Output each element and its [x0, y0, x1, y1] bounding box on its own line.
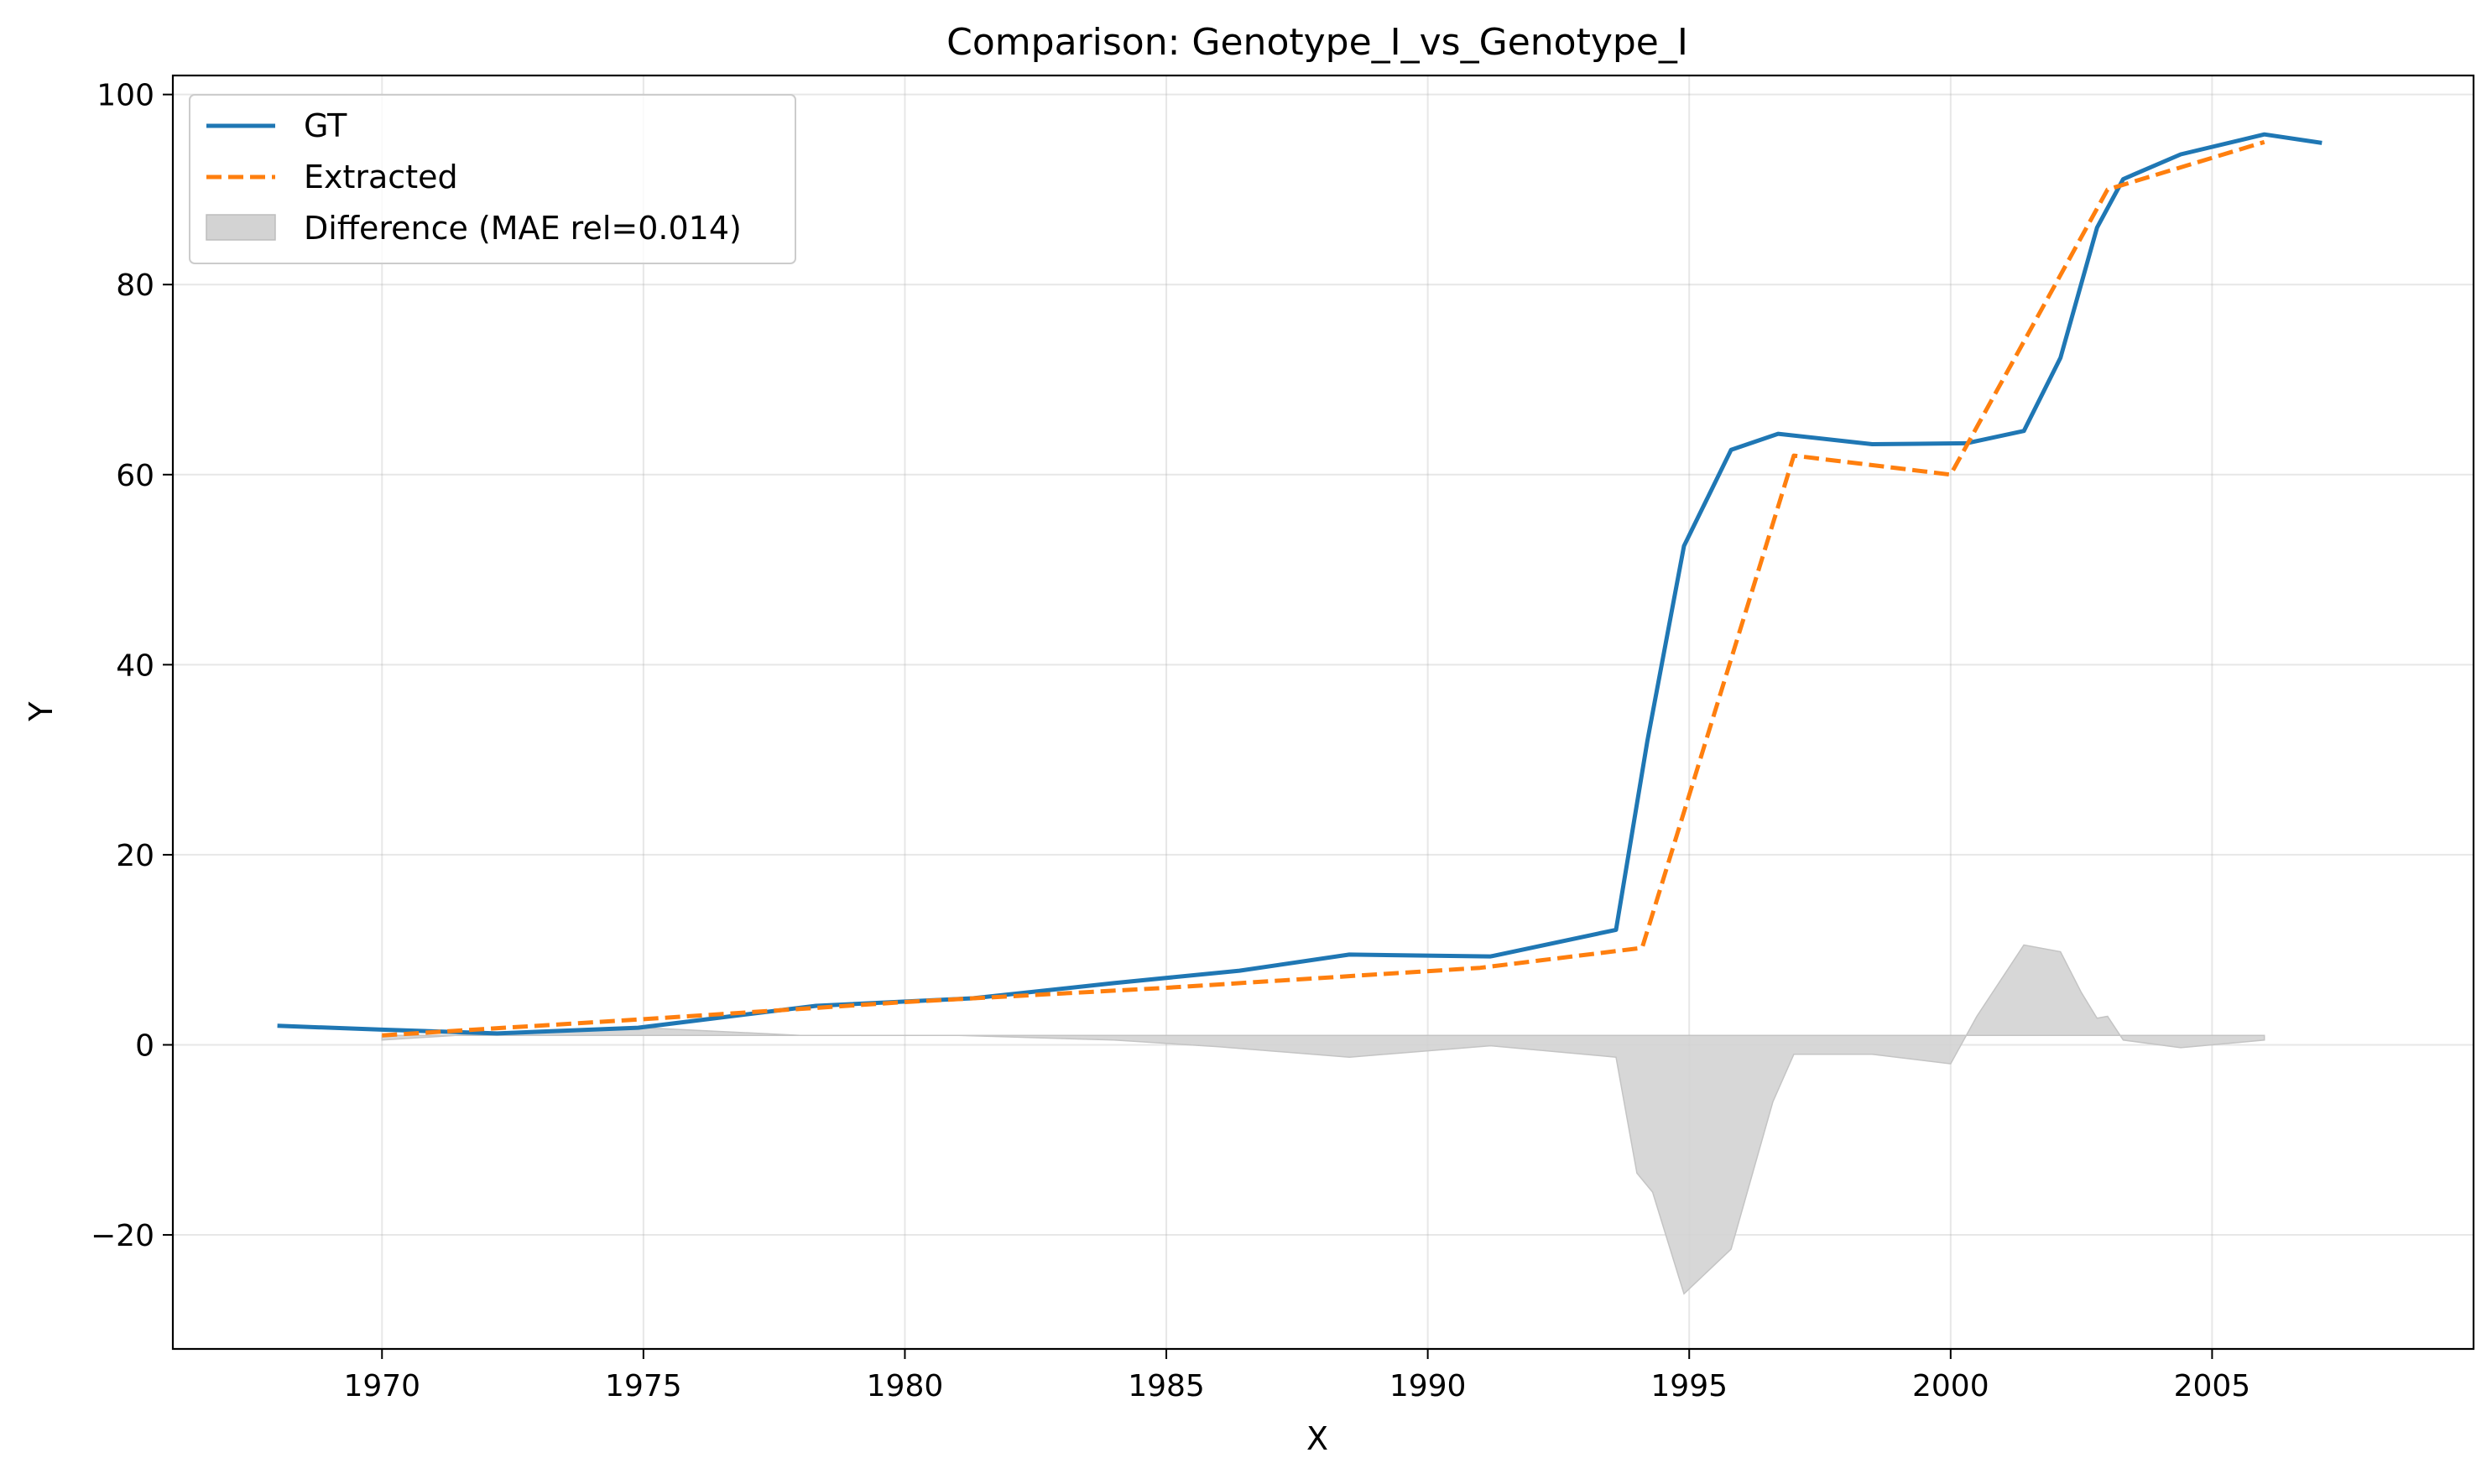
- x-tick-label: 1980: [867, 1369, 944, 1403]
- extracted-series-line: [382, 139, 2265, 1038]
- y-axis-label: Y: [23, 701, 60, 722]
- legend-difference-swatch: [206, 214, 276, 241]
- x-tick-label: 2005: [2174, 1369, 2251, 1403]
- legend-difference-label: Difference (MAE rel=0.014): [304, 210, 742, 247]
- x-tick-label: 1970: [343, 1369, 420, 1403]
- x-tick-label: 1990: [1389, 1369, 1467, 1403]
- x-axis-label: X: [1306, 1420, 1328, 1457]
- x-axis-ticks: 1970 1975 1980 1985 1990 1995 2000 2005: [343, 1349, 2250, 1403]
- plot-frame: [171, 74, 2475, 1351]
- grid: [173, 76, 2474, 1349]
- y-tick-label: 60: [116, 459, 154, 493]
- legend: GT Extracted Difference (MAE rel=0.014): [189, 94, 796, 264]
- chart-title: Comparison: Genotype_I_vs_Genotype_I: [946, 21, 1688, 64]
- y-tick-label: 100: [96, 79, 154, 113]
- x-tick-label: 1975: [605, 1369, 682, 1403]
- y-tick-label: 80: [116, 268, 154, 303]
- y-axis-ticks: −20 0 20 40 60 80 100: [91, 79, 173, 1253]
- y-tick-label: −20: [91, 1219, 154, 1253]
- difference-area: [381, 944, 2265, 1295]
- x-tick-label: 1985: [1128, 1369, 1205, 1403]
- x-tick-label: 1995: [1650, 1369, 1728, 1403]
- series-layer: [277, 132, 2323, 1038]
- difference-area-layer: [381, 944, 2265, 1295]
- x-tick-label: 2000: [1912, 1369, 1989, 1403]
- gt-series-line: [277, 132, 2323, 1036]
- legend-frame: [189, 94, 796, 264]
- y-tick-label: 40: [116, 648, 154, 683]
- legend-extracted-label: Extracted: [304, 159, 458, 195]
- y-tick-label: 20: [116, 839, 154, 873]
- legend-gt-label: GT: [304, 107, 347, 144]
- y-tick-label: 0: [135, 1028, 154, 1063]
